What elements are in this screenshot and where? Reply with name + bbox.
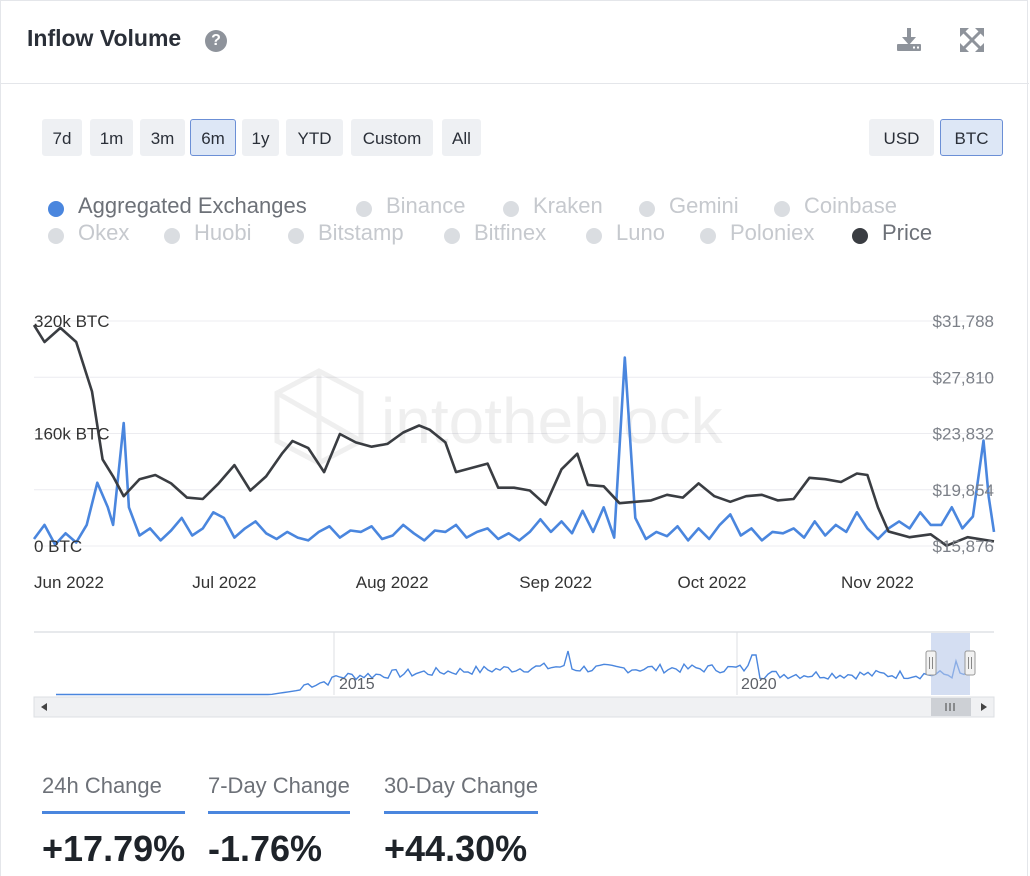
navigator-scrollbar-thumb[interactable]	[931, 698, 971, 716]
series-line-price[interactable]	[32, 324, 995, 547]
legend-item-kraken[interactable]: Kraken	[503, 193, 603, 219]
legend-marker	[586, 228, 602, 244]
y-right-tick-label: $15,876	[933, 537, 994, 556]
legend-marker	[639, 201, 655, 217]
range-navigator[interactable]: 2015 2020	[1, 621, 1029, 721]
legend-marker	[288, 228, 304, 244]
stat-30d-label: 30-Day Change	[384, 773, 539, 814]
range-button-7d[interactable]: 7d	[42, 119, 82, 156]
stat-24h-value: +17.79%	[42, 828, 186, 869]
legend-item-poloniex[interactable]: Poloniex	[700, 220, 815, 246]
legend-marker	[48, 201, 64, 217]
x-tick-label: Jun 2022	[34, 573, 104, 592]
legend-item-price[interactable]: Price	[852, 220, 933, 246]
y-left-tick-label: 320k BTC	[34, 312, 110, 331]
stat-7d-value: -1.76%	[208, 828, 323, 869]
legend-label: Poloniex	[730, 220, 815, 245]
watermark-text: intotheblock	[381, 385, 724, 457]
range-button-6m[interactable]: 6m	[190, 119, 236, 156]
legend-label: Bitstamp	[318, 220, 404, 245]
x-tick-label: Sep 2022	[519, 573, 592, 592]
currency-button-btc[interactable]: BTC	[940, 119, 1003, 156]
series-line-aggregated-exchanges[interactable]	[32, 356, 996, 546]
navigator-year-label: 2020	[741, 676, 777, 693]
navigator-series-line	[56, 650, 969, 696]
range-button-all[interactable]: All	[442, 119, 481, 156]
navigator-handle[interactable]	[925, 650, 937, 676]
card-header: Inflow Volume ?	[1, 1, 1029, 84]
y-right-tick-label: $19,854	[933, 481, 994, 500]
navigator-selection[interactable]	[931, 633, 970, 695]
legend-label: Binance	[386, 193, 466, 218]
range-button-1y[interactable]: 1y	[242, 119, 279, 156]
range-button-ytd[interactable]: YTD	[286, 119, 343, 156]
y-right-tick-label: $31,788	[933, 312, 994, 331]
legend-marker	[444, 228, 460, 244]
x-tick-label: Jul 2022	[192, 573, 256, 592]
stat-24h-label: 24h Change	[42, 773, 186, 814]
legend-item-coinbase[interactable]: Coinbase	[774, 193, 897, 219]
legend-item-gemini[interactable]: Gemini	[639, 193, 739, 219]
range-button-3m[interactable]: 3m	[140, 119, 185, 156]
y-right-tick-label: $27,810	[933, 368, 994, 387]
legend-item-okex[interactable]: Okex	[48, 220, 130, 246]
expand-arrows-icon[interactable]	[957, 25, 987, 55]
navigator-handle[interactable]	[964, 650, 976, 676]
legend-label: Okex	[78, 220, 130, 245]
download-icon[interactable]	[894, 25, 924, 55]
legend-marker	[774, 201, 790, 217]
legend-label: Kraken	[533, 193, 603, 218]
legend-item-huobi[interactable]: Huobi	[164, 220, 252, 246]
legend-label: Luno	[616, 220, 665, 245]
currency-button-usd[interactable]: USD	[869, 119, 934, 156]
navigator-year-label: 2015	[339, 676, 375, 693]
legend-item-luno[interactable]: Luno	[586, 220, 665, 246]
stat-7d: 7-Day Change -1.76%	[208, 773, 350, 870]
stat-30d-value: +44.30%	[384, 828, 528, 869]
card-title: Inflow Volume	[27, 25, 182, 51]
legend-marker	[852, 228, 868, 244]
y-left-tick-label: 0 BTC	[34, 537, 82, 556]
x-tick-label: Nov 2022	[841, 573, 914, 592]
x-tick-label: Aug 2022	[356, 573, 429, 592]
scroll-right-arrow-icon[interactable]	[981, 703, 987, 711]
legend-label: Bitfinex	[474, 220, 547, 245]
legend-label: Coinbase	[804, 193, 897, 218]
scroll-left-arrow-icon[interactable]	[41, 703, 47, 711]
legend-marker	[48, 228, 64, 244]
y-right-tick-label: $23,832	[933, 425, 994, 444]
legend-label: Gemini	[669, 193, 739, 218]
stat-7d-label: 7-Day Change	[208, 773, 350, 814]
stat-30d: 30-Day Change +44.30%	[384, 773, 539, 870]
navigator-scrollbar-track[interactable]	[33, 696, 995, 718]
legend-label: Price	[882, 220, 933, 245]
legend-marker	[700, 228, 716, 244]
watermark-logo: intotheblock	[274, 368, 724, 466]
inflow-volume-chart: intotheblock 0 BTC 160k BTC 320k BTC $15,876…	[32, 312, 996, 592]
y-left-tick-label: 160k BTC	[34, 425, 110, 444]
legend-label: Huobi	[194, 220, 252, 245]
legend-marker	[356, 201, 372, 217]
help-circle-icon[interactable]: ?	[205, 30, 227, 52]
legend-item-bitstamp[interactable]: Bitstamp	[288, 220, 404, 246]
range-button-custom[interactable]: Custom	[351, 119, 433, 156]
x-tick-label: Oct 2022	[678, 573, 747, 592]
stat-24h: 24h Change +17.79%	[42, 773, 186, 870]
legend-item-binance[interactable]: Binance	[356, 193, 466, 219]
range-button-1m[interactable]: 1m	[90, 119, 133, 156]
legend-marker	[503, 201, 519, 217]
legend-item-aggregated-exchanges[interactable]: Aggregated Exchanges	[48, 193, 307, 219]
legend-marker	[164, 228, 180, 244]
legend-item-bitfinex[interactable]: Bitfinex	[444, 220, 547, 246]
legend-label: Aggregated Exchanges	[78, 193, 307, 218]
